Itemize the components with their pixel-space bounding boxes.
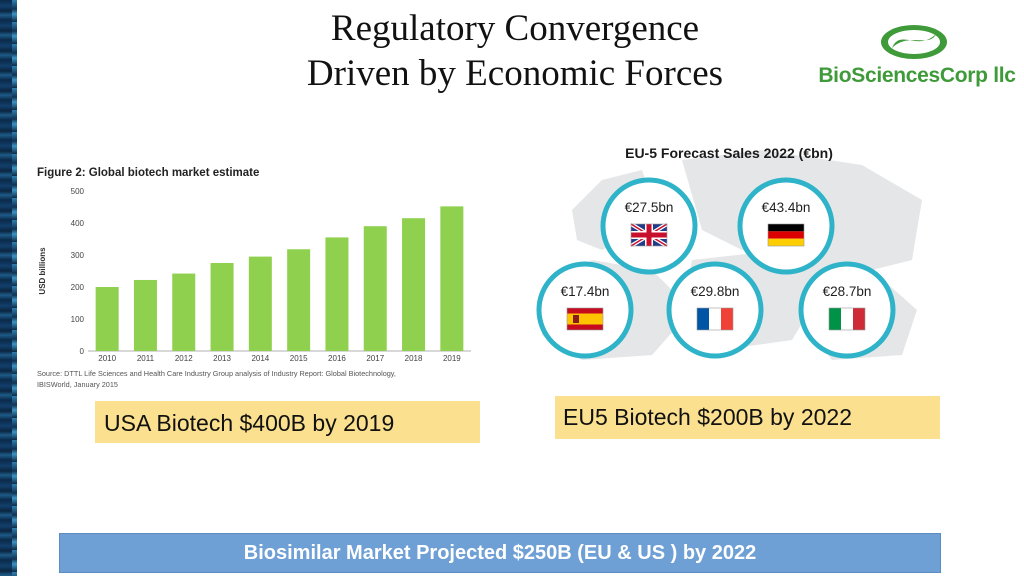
france-flag: [696, 307, 734, 331]
country-badge-france: €29.8bn: [666, 261, 764, 359]
country-badge-italy: €28.7bn: [798, 261, 896, 359]
chart-title: Figure 2: Global biotech market estimate: [37, 167, 259, 179]
y-tick-label: 0: [80, 347, 85, 356]
y-tick-label: 500: [71, 187, 85, 196]
country-badge-uk: €27.5bn: [600, 177, 698, 275]
bar-2010: [95, 287, 119, 351]
eu5-biotech-callout: EU5 Biotech $200B by 2022: [555, 396, 940, 439]
x-tick-label: 2014: [251, 354, 269, 363]
x-tick-label: 2013: [213, 354, 231, 363]
country-badge-spain: €17.4bn: [536, 261, 634, 359]
global-biotech-chart: Figure 2: Global biotech market estimate…: [32, 160, 482, 392]
country-value: €27.5bn: [625, 200, 674, 215]
country-value: €17.4bn: [561, 284, 610, 299]
x-tick-label: 2018: [405, 354, 423, 363]
eu5-map-svg: EU-5 Forecast Sales 2022 (€bn) €27.5bn €43…: [536, 145, 922, 360]
x-tick-label: 2015: [290, 354, 308, 363]
biosimilar-banner: Biosimilar Market Projected $250B (EU & …: [59, 533, 941, 573]
y-tick-label: 200: [71, 283, 85, 292]
y-axis-label: USD billions: [38, 247, 47, 295]
bar-2016: [325, 237, 349, 351]
country-value: €43.4bn: [762, 200, 811, 215]
italy-flag: [828, 307, 866, 331]
slide-title-line-2: Driven by Economic Forces: [306, 53, 724, 94]
decorative-side-strip: [0, 0, 17, 576]
y-tick-label: 400: [71, 219, 85, 228]
chart-source-line-1: Source: DTTL Life Sciences and Health Ca…: [37, 369, 396, 378]
bar-2017: [363, 226, 387, 351]
map-title: EU-5 Forecast Sales 2022 (€bn): [625, 145, 833, 161]
y-tick-label: 300: [71, 251, 85, 260]
country-value: €29.8bn: [691, 284, 740, 299]
chart-source-line-2: IBISWorld, January 2015: [37, 380, 118, 389]
bar-2019: [440, 206, 464, 351]
x-tick-label: 2010: [98, 354, 116, 363]
bar-2018: [402, 218, 426, 351]
spain-flag: [566, 307, 604, 331]
x-tick-label: 2012: [175, 354, 193, 363]
bar-2014: [248, 256, 272, 351]
slide-title: Regulatory Convergence Driven by Economi…: [230, 6, 800, 96]
bar-2015: [287, 249, 311, 351]
bar-2012: [172, 273, 196, 351]
y-tick-label: 100: [71, 315, 85, 324]
usa-biotech-callout: USA Biotech $400B by 2019: [95, 401, 480, 443]
bar-2013: [210, 263, 234, 351]
country-badge-germany: €43.4bn: [737, 177, 835, 275]
x-tick-label: 2017: [366, 354, 384, 363]
logo-icon: [881, 25, 947, 59]
x-tick-label: 2019: [443, 354, 461, 363]
country-value: €28.7bn: [823, 284, 872, 299]
company-logo: BioSciencesCorp llc: [812, 22, 1022, 94]
eu5-forecast-panel: EU-5 Forecast Sales 2022 (€bn) €27.5bn €43…: [532, 140, 927, 368]
uk-flag: [629, 222, 669, 248]
slide-title-line-1: Regulatory Convergence: [330, 8, 700, 49]
bar-chart-svg: Figure 2: Global biotech market estimate…: [37, 167, 471, 389]
logo-text: BioSciencesCorp llc: [818, 64, 1016, 87]
x-tick-label: 2011: [137, 354, 155, 363]
x-tick-label: 2016: [328, 354, 346, 363]
bar-2011: [133, 279, 157, 351]
germany-flag: [767, 223, 805, 247]
